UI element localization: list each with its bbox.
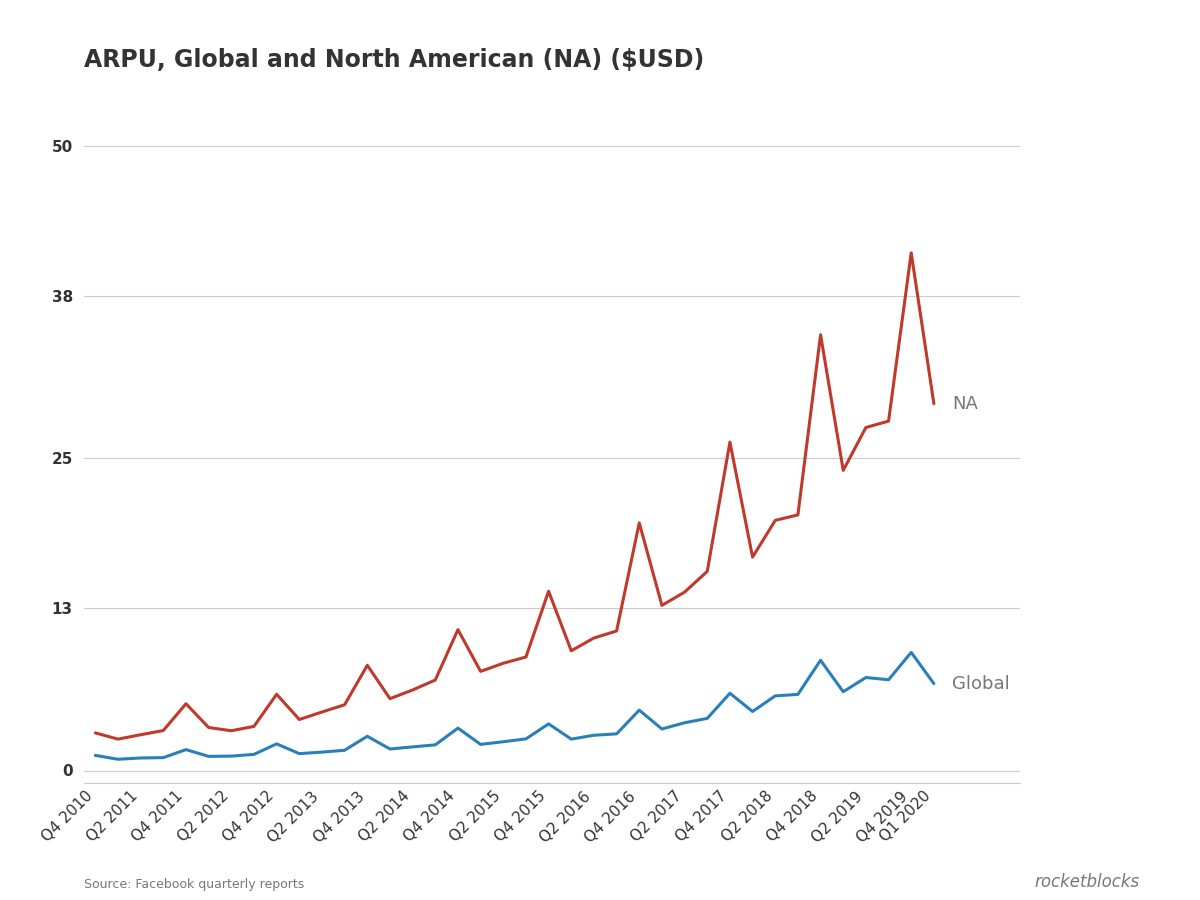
- Text: rocketblocks: rocketblocks: [1034, 873, 1140, 891]
- Text: Source: Facebook quarterly reports: Source: Facebook quarterly reports: [84, 878, 305, 891]
- Text: ARPU, Global and North American (NA) ($USD): ARPU, Global and North American (NA) ($U…: [84, 48, 704, 72]
- Text: Global: Global: [952, 675, 1009, 693]
- Text: NA: NA: [952, 394, 978, 412]
